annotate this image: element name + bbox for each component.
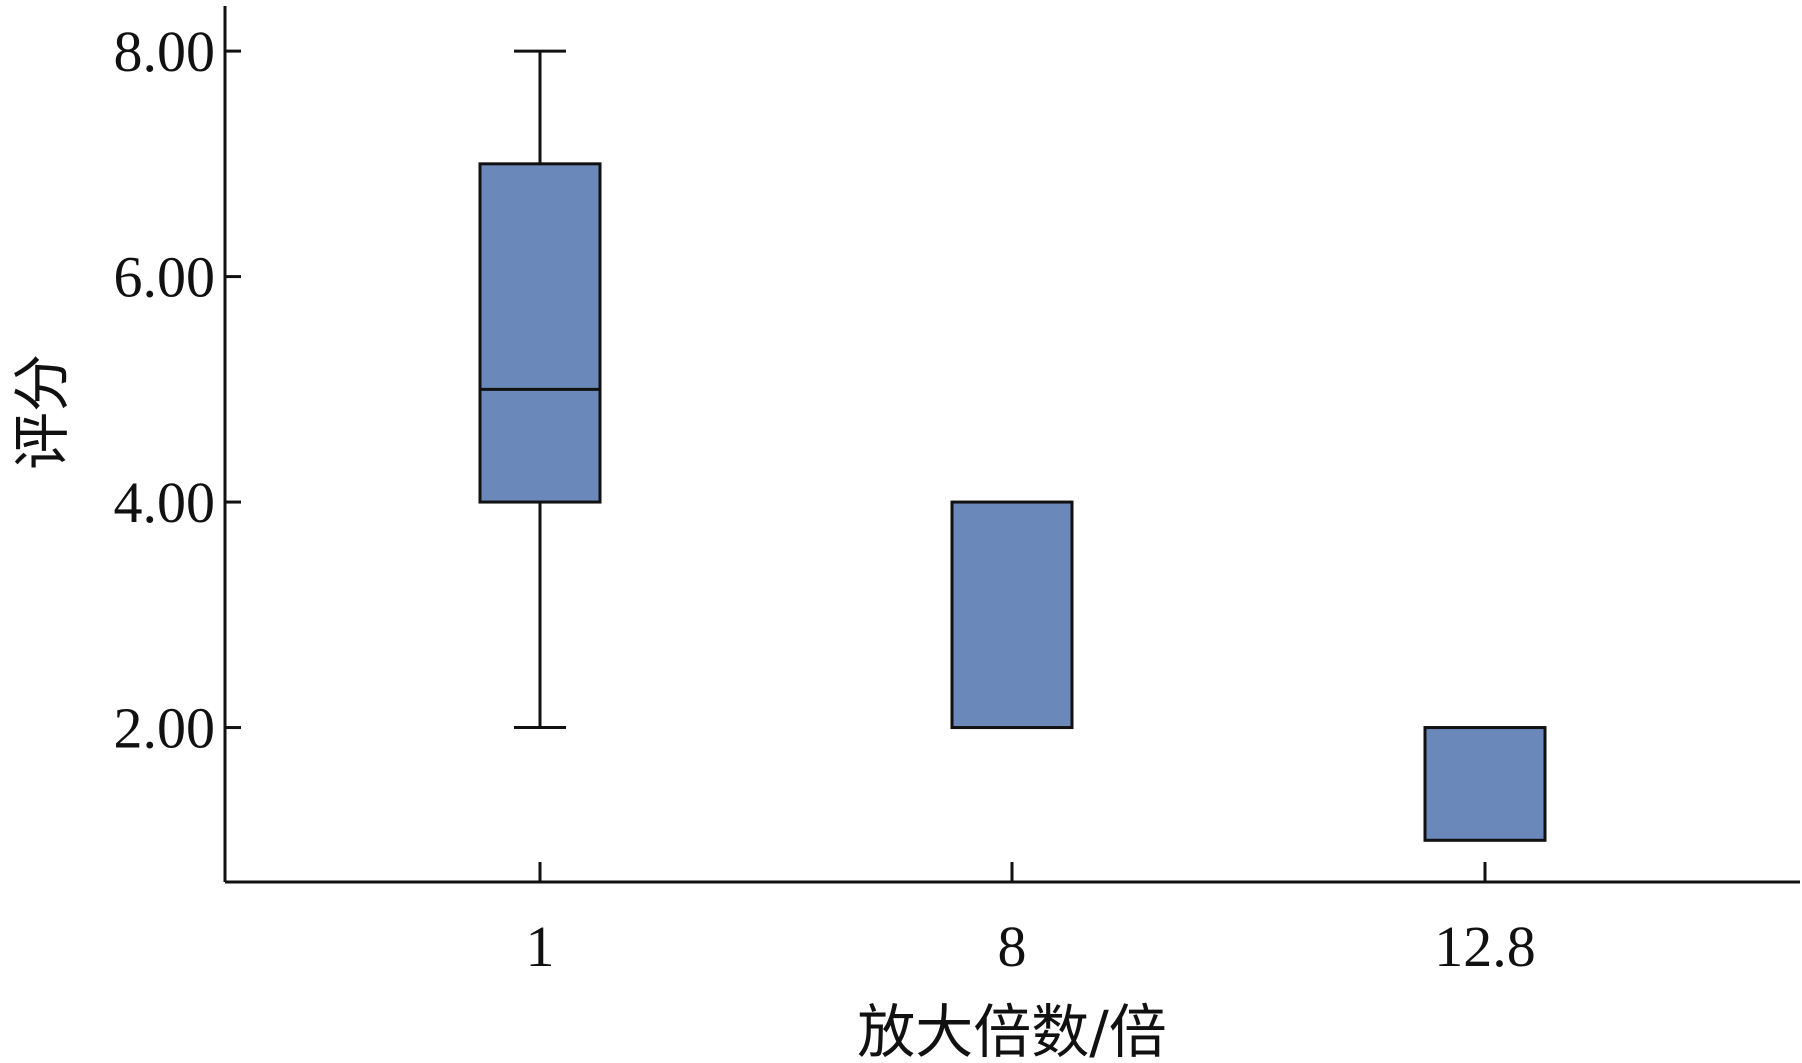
y-axis-title: 评分 bbox=[8, 354, 76, 470]
y-tick-label: 2.00 bbox=[114, 696, 216, 761]
y-tick-label: 4.00 bbox=[114, 470, 216, 535]
box-rect bbox=[1423, 726, 1547, 842]
x-axis-title: 放大倍数/倍 bbox=[857, 998, 1167, 1063]
plot-area bbox=[478, 49, 1547, 842]
x-tick-label: 1 bbox=[526, 914, 555, 979]
y-tick-label: 8.00 bbox=[114, 19, 216, 84]
box-rect bbox=[478, 162, 602, 504]
x-tick-label: 12.8 bbox=[1434, 914, 1536, 979]
x-tick-label: 8 bbox=[998, 914, 1027, 979]
box-2 bbox=[950, 500, 1074, 730]
box-1 bbox=[478, 49, 602, 730]
box-3 bbox=[1423, 726, 1547, 842]
box-rect bbox=[950, 500, 1074, 730]
axis-ticks: 2.00 4.00 6.00 8.00 1 8 12.8 bbox=[114, 19, 1536, 979]
y-tick-label: 6.00 bbox=[114, 245, 216, 310]
